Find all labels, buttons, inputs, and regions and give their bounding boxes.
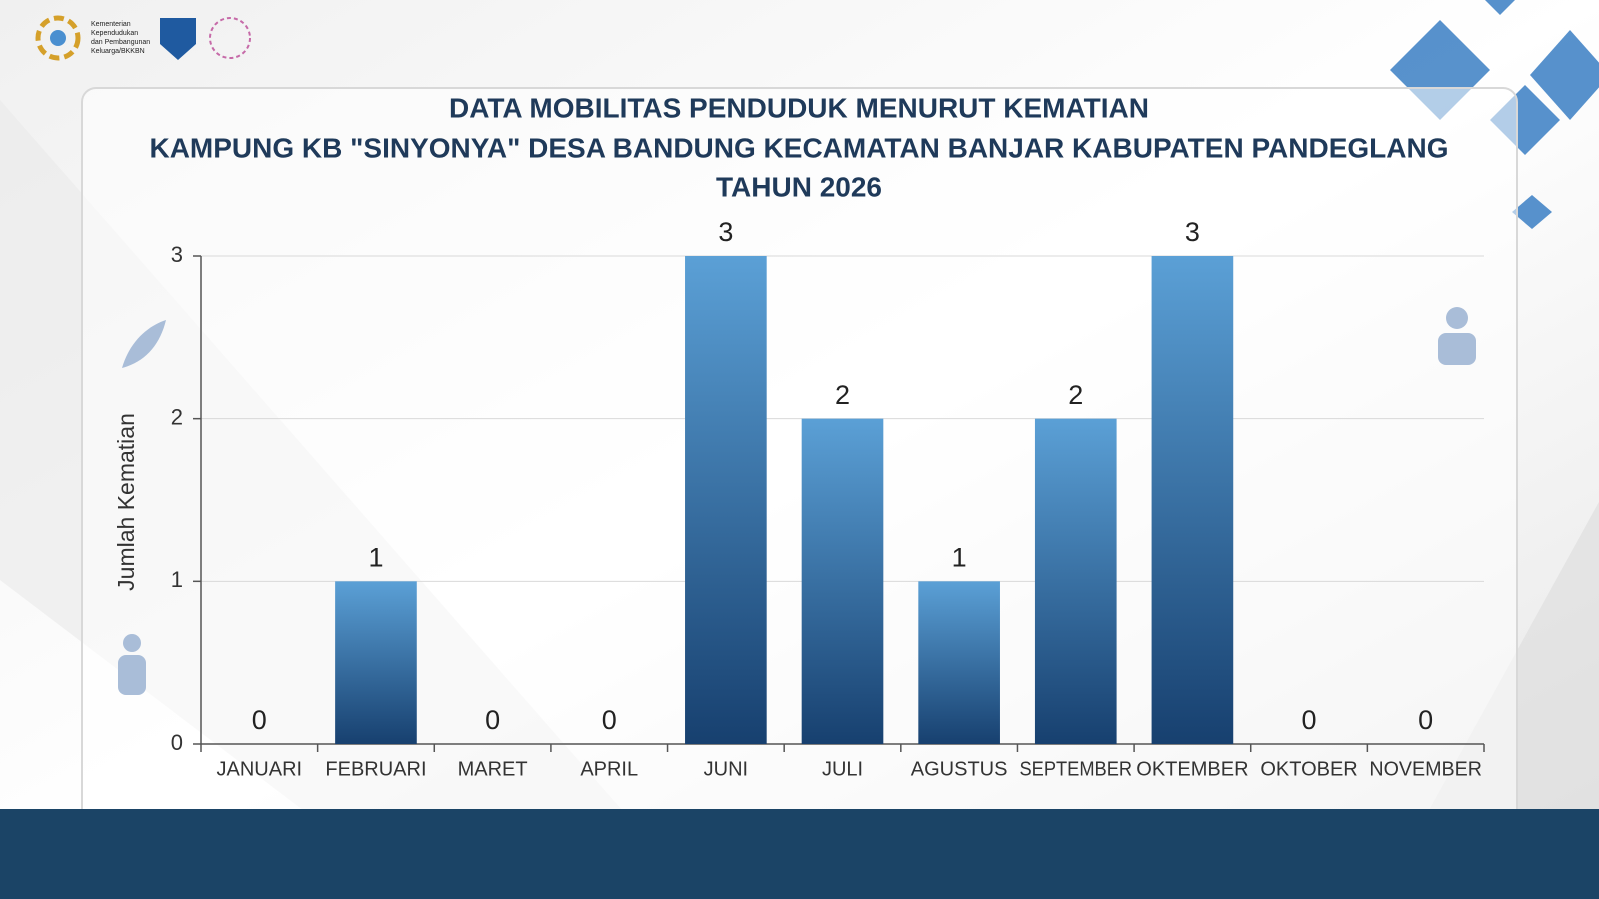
logo-text: dan Pembangunan — [91, 39, 150, 46]
feather-icon — [122, 320, 166, 368]
bar — [1034, 418, 1117, 744]
logo-mark — [50, 30, 66, 46]
x-tick-label: APRIL — [580, 758, 638, 780]
value-label: 3 — [1185, 217, 1200, 247]
x-tick-label: JANUARI — [217, 758, 303, 780]
footer-band — [0, 809, 1599, 899]
chart-title: TAHUN 2026 — [716, 171, 882, 202]
logo-text: Kependudukan — [91, 30, 138, 37]
value-label: 2 — [1068, 380, 1083, 410]
y-tick-label: 1 — [171, 567, 183, 592]
bar — [685, 256, 767, 744]
person-icon — [123, 634, 141, 652]
value-label: 3 — [718, 217, 733, 247]
y-tick-label: 3 — [171, 242, 183, 267]
x-tick-label: SEPTEMBER — [1019, 758, 1132, 780]
person-icon — [1446, 307, 1468, 329]
person-icon — [1438, 333, 1476, 365]
x-tick-label: JULI — [822, 758, 863, 780]
x-tick-label: JUNI — [704, 758, 748, 780]
y-tick-label: 2 — [171, 404, 183, 429]
emblem — [209, 17, 251, 59]
x-tick-label: AGUSTUS — [911, 758, 1008, 780]
value-label: 1 — [368, 542, 383, 572]
logo-text: Kementerian — [91, 21, 131, 28]
bar — [918, 581, 1000, 744]
value-label: 2 — [835, 380, 850, 410]
person-icon — [118, 655, 146, 695]
bar — [335, 581, 417, 744]
chart-title: DATA MOBILITAS PENDUDUK MENURUT KEMATIAN — [449, 92, 1149, 123]
x-tick-label: FEBRUARI — [325, 758, 426, 780]
value-label: 0 — [485, 705, 500, 735]
value-label: 0 — [1302, 705, 1317, 735]
y-axis-label: Jumlah Kematian — [113, 413, 139, 591]
x-tick-label: OKTOBER — [1260, 758, 1357, 780]
logo-text: Keluarga/BKKBN — [91, 48, 145, 55]
value-label: 0 — [1418, 705, 1433, 735]
logo-mark — [35, 15, 81, 61]
y-tick-label: 0 — [171, 730, 183, 755]
logo: Kementerian Kependudukan dan Pembangunan… — [35, 15, 251, 61]
value-label: 0 — [602, 705, 617, 735]
x-tick-label: MARET — [458, 758, 528, 780]
chart-title: KAMPUNG KB "SINYONYA" DESA BANDUNG KECAM… — [149, 132, 1448, 163]
bar — [1151, 256, 1234, 744]
x-tick-label: OKTEMBER — [1136, 758, 1248, 780]
value-label: 1 — [952, 542, 967, 572]
icons — [118, 307, 1476, 695]
emblem — [160, 18, 196, 60]
bar — [801, 418, 884, 744]
x-tick-label: NOVEMBER — [1369, 758, 1482, 780]
value-label: 0 — [252, 705, 267, 735]
